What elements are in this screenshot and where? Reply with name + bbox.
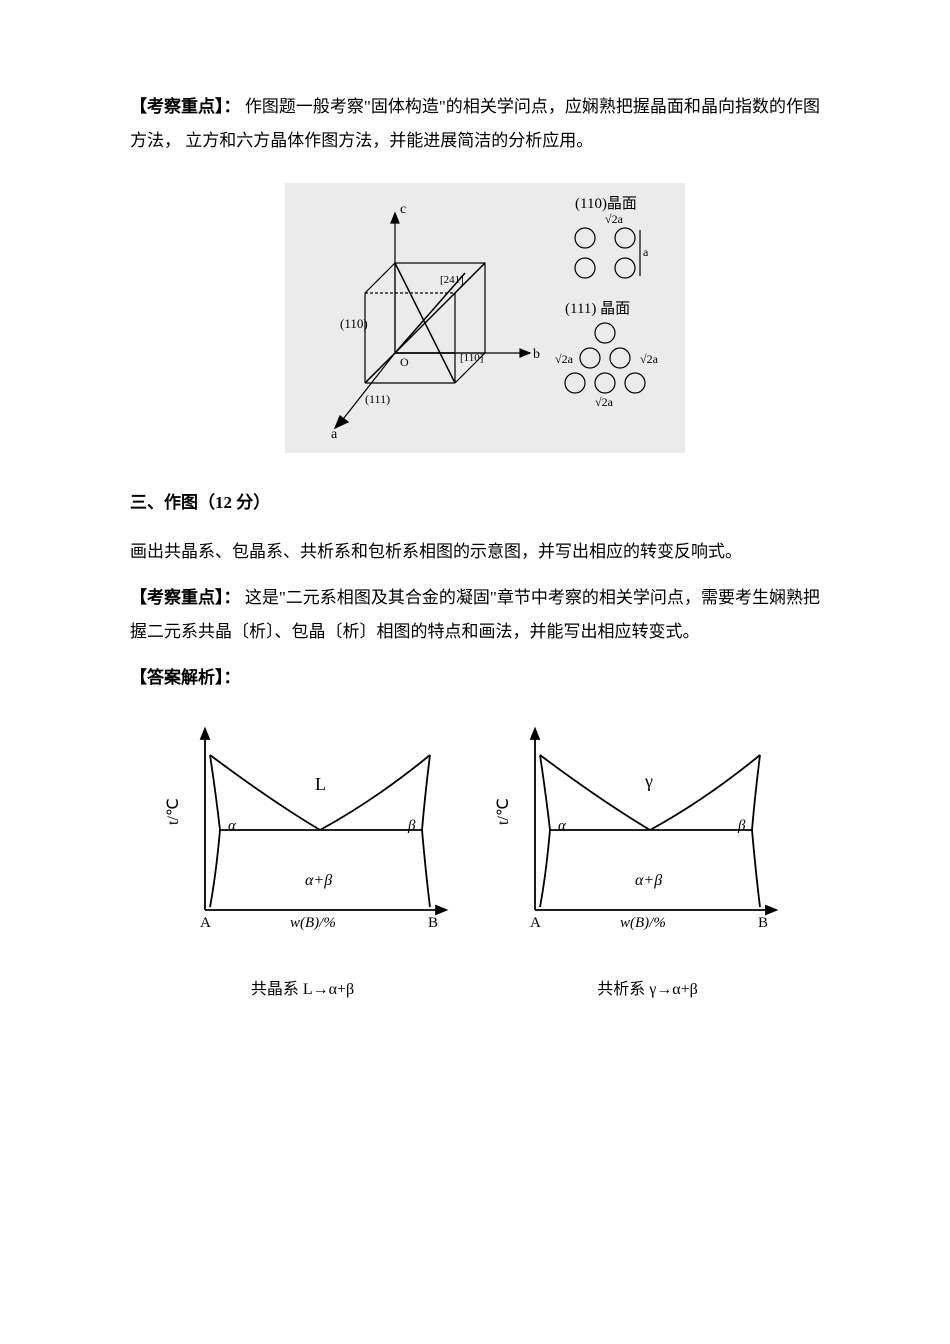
answer-analysis: 【答案解析】： [130, 661, 820, 695]
origin: O [400, 355, 409, 369]
B-left: B [428, 915, 438, 931]
alphabeta-right: α+β [635, 872, 662, 889]
label-111: (111) [365, 392, 390, 406]
ylabel-left: t/℃ [165, 798, 182, 825]
eutectic-diagram: t/℃ A B w(B)/% L α β α+β [160, 715, 460, 945]
caption-right: 共析系 γ→α+β [475, 975, 820, 999]
beta-left: β [407, 818, 416, 834]
svg-text:√2a: √2a [640, 352, 659, 366]
label-exam-focus: 【考察重点】： [130, 97, 241, 116]
gamma-label: γ [644, 771, 653, 791]
xlabel-left: w(B)/% [290, 915, 336, 931]
L-label: L [315, 774, 326, 794]
caption-row: 共晶系 L→α+β 共析系 γ→α+β [130, 975, 820, 999]
phase-diagrams: t/℃ A B w(B)/% L α β α+β t/℃ A B w(B)/% … [130, 715, 820, 945]
svg-text:√2a: √2a [605, 212, 624, 226]
A-left: A [200, 915, 211, 931]
ylabel-right: t/℃ [495, 798, 512, 825]
alpha-right: α [558, 818, 567, 834]
svg-text:√2a: √2a [555, 352, 574, 366]
svg-text:a: a [643, 245, 649, 259]
axis-a: a [331, 427, 338, 442]
alphabeta-left: α+β [305, 872, 332, 889]
label-dir241: [241] [440, 274, 464, 286]
axis-b: b [533, 347, 540, 362]
alpha-left: α [228, 818, 237, 834]
section-title: 三、作图（12 分） [130, 488, 820, 513]
B-right: B [758, 915, 768, 931]
crystal-svg: c a b O (110) (111) [110] [241] (110)晶面 … [245, 178, 705, 458]
axis-c: c [400, 202, 406, 217]
svg-text:√2a: √2a [595, 395, 614, 409]
label-dir110: [110] [460, 352, 483, 364]
exam-focus-2: 【考察重点】： 这是"二元系相图及其合金的凝固"章节中考察的相关学问点，需要考生… [130, 581, 820, 649]
right-111-title: (111) 晶面 [565, 301, 630, 317]
eutectoid-diagram: t/℃ A B w(B)/% γ α β α+β [490, 715, 790, 945]
right-110-title: (110)晶面 [575, 196, 637, 212]
xlabel-right: w(B)/% [620, 915, 666, 931]
exam-focus-1: 【考察重点】： 作图题一般考察"固体构造"的相关学问点，应娴熟把握晶面和晶向指数… [130, 90, 820, 158]
caption-left: 共晶系 L→α+β [130, 975, 475, 999]
label-answer: 【答案解析】： [130, 668, 241, 687]
label-110: (110) [340, 316, 368, 331]
label-exam-focus-2: 【考察重点】： [130, 588, 241, 607]
beta-right: β [737, 818, 746, 834]
crystal-diagram: c a b O (110) (111) [110] [241] (110)晶面 … [130, 178, 820, 458]
question-text: 画出共晶系、包晶系、共析系和包析系相图的示意图，并写出相应的转变反响式。 [130, 535, 820, 569]
A-right: A [530, 915, 541, 931]
